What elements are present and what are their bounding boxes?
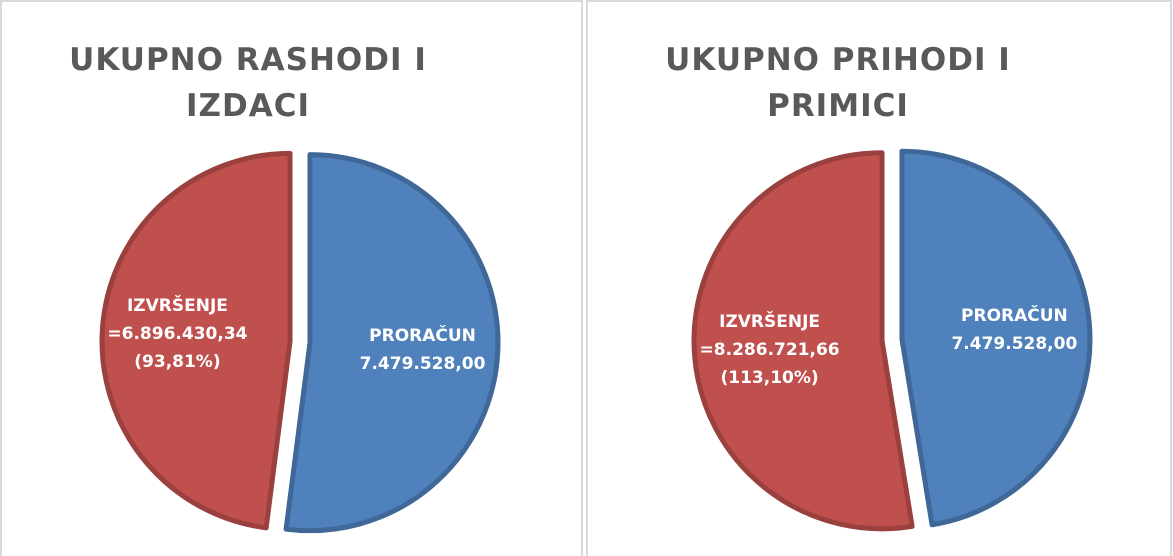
data-label: (113,10%): [721, 368, 819, 388]
data-label: =8.286.721,66: [700, 340, 840, 360]
pie-slice: [283, 152, 501, 534]
data-label: =6.896.430,34: [107, 324, 247, 344]
chart-title: PRIMICI: [767, 88, 909, 124]
pie-slice: [99, 150, 293, 531]
data-label: PRORAČUN: [369, 324, 476, 346]
chart-title: IZDACI: [186, 88, 310, 124]
data-label: IZVRŠENJE: [719, 310, 820, 332]
chart-title: UKUPNO PRIHODI I: [665, 42, 1011, 78]
pie-slice: [899, 148, 1093, 528]
data-label: PRORAČUN: [961, 304, 1068, 326]
data-label: 7.479.528,00: [951, 334, 1077, 354]
panel-border: [586, 0, 1172, 556]
data-label: 7.479.528,00: [360, 354, 486, 374]
panel-border: [0, 0, 583, 556]
data-label: (93,81%): [134, 352, 220, 372]
pie-slice: [691, 150, 915, 532]
chart-title: UKUPNO RASHODI I: [69, 42, 427, 78]
data-label: IZVRŠENJE: [127, 294, 228, 316]
